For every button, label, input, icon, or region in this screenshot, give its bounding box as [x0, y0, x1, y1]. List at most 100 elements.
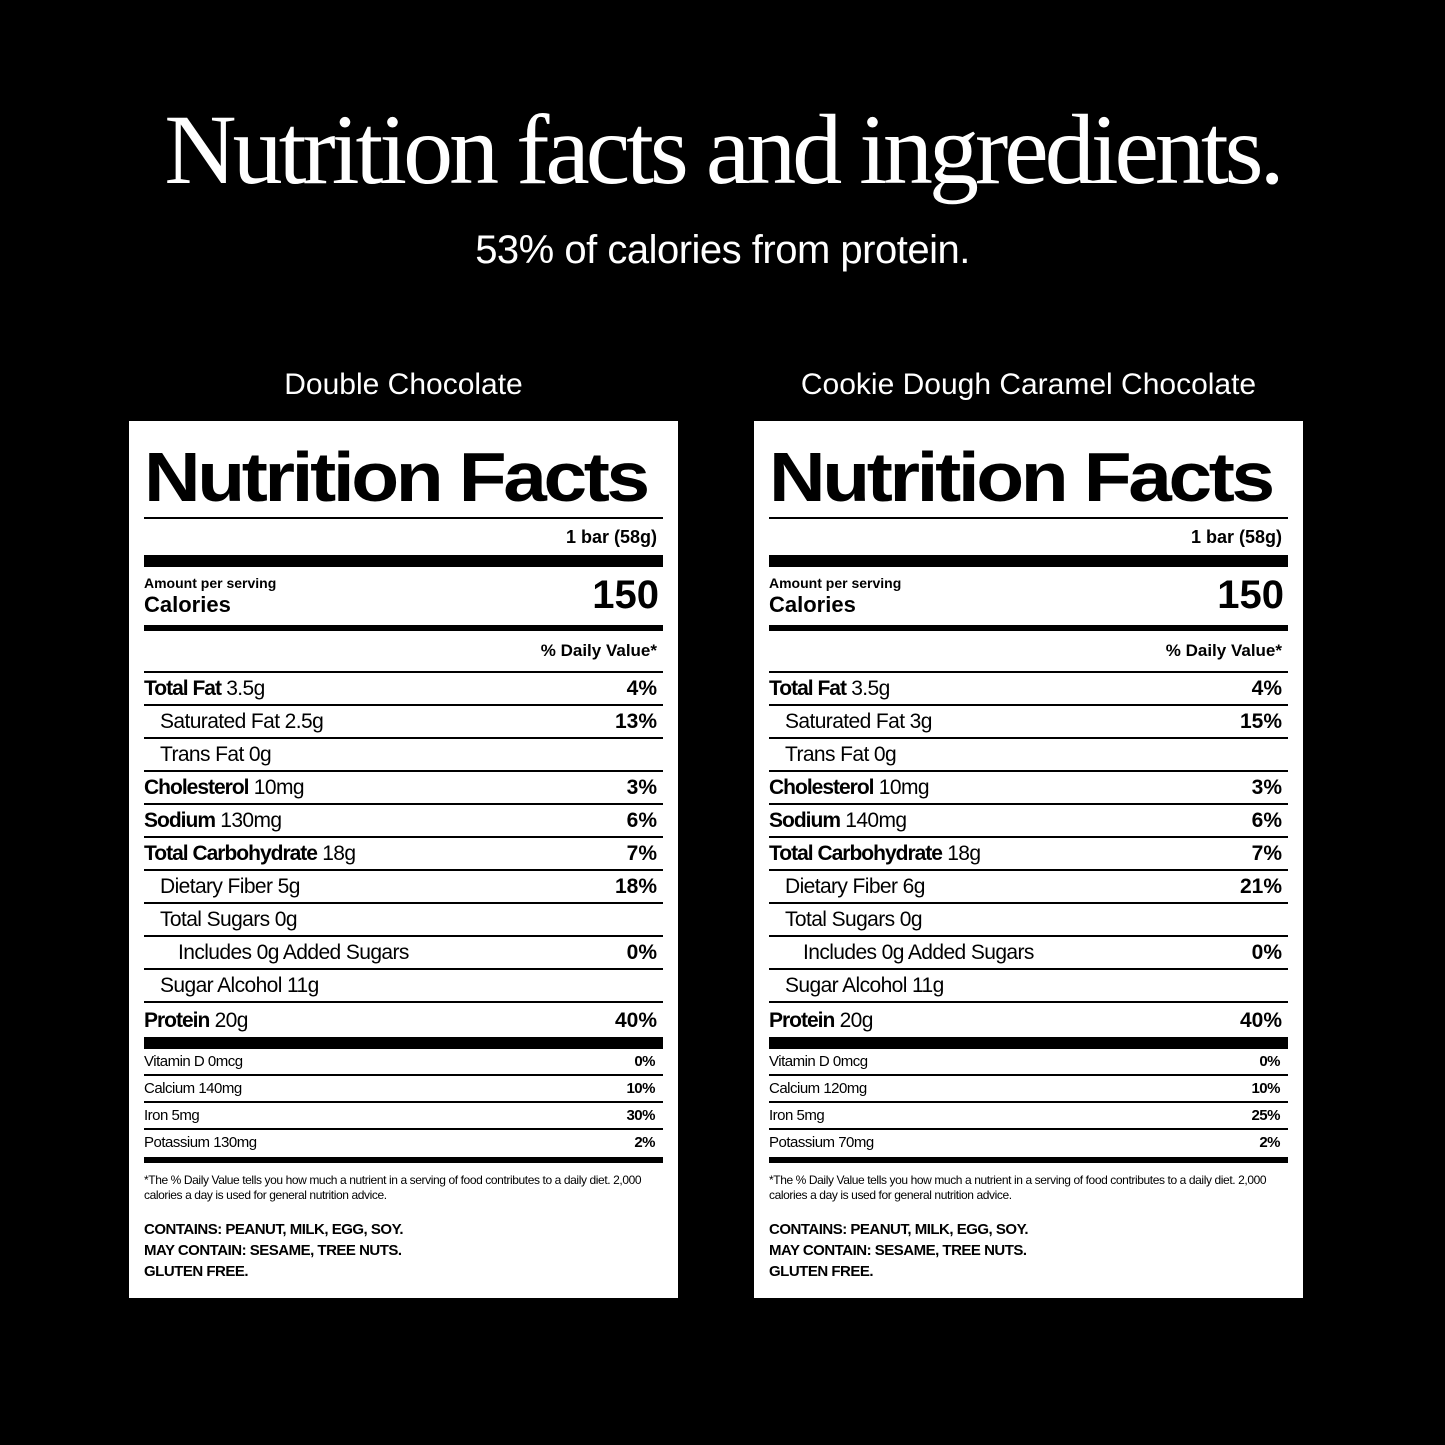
nutrient-row: Sodium 130mg 6% [144, 803, 663, 836]
nutrient-text: Dietary Fiber 6g [785, 875, 925, 898]
allergen-line: GLUTEN FREE. [144, 1263, 249, 1280]
serving-size: 1 bar (58g) [144, 517, 663, 555]
daily-value: 15% [1239, 710, 1282, 733]
footnote: *The % Daily Value tells you how much a … [144, 1157, 663, 1203]
vitamin-text: Vitamin D 0mcg [769, 1053, 868, 1070]
nutrient-name: Cholesterol [769, 776, 875, 799]
daily-value: 3% [1251, 776, 1282, 799]
daily-value: 2% [634, 1134, 655, 1151]
vitamins: Vitamin D 0mcg 0% Calcium 140mg 10% Iron 5mg… [144, 1049, 663, 1155]
daily-value: 3% [626, 776, 657, 799]
daily-value: 21% [1239, 875, 1282, 898]
serving-size: 1 bar (58g) [769, 517, 1288, 555]
vitamin-row: Potassium 130mg 2% [144, 1128, 663, 1155]
allergen-line: MAY CONTAIN: SESAME, TREE NUTS. [144, 1242, 402, 1259]
daily-value: 4% [626, 677, 657, 700]
page-title: Nutrition facts and ingredients. [164, 94, 1284, 205]
calories-block: Amount per serving Calories 150 [144, 567, 663, 625]
allergens: CONTAINS: PEANUT, MILK, EGG, SOY. MAY CON… [144, 1219, 663, 1282]
vitamin-text: Potassium 130mg [144, 1134, 257, 1151]
daily-value: 13% [614, 710, 657, 733]
nutrient-row: Sodium 140mg 6% [769, 803, 1288, 836]
dv-header: % Daily Value* [1165, 641, 1282, 660]
nutrient-text: Sugar Alcohol 11g [785, 974, 944, 997]
nutrient-amount: 20g [839, 1009, 874, 1032]
nutrient-name: Cholesterol [144, 776, 250, 799]
label-heading: Nutrition Facts [144, 438, 650, 516]
vitamin-row: Iron 5mg 25% [769, 1101, 1288, 1128]
nutrient-row: Total Fat 3.5g 4% [769, 671, 1288, 704]
nutrient-row: Sugar Alcohol 11g [144, 968, 663, 1001]
nutrient-amount: 3.5g [226, 677, 265, 700]
nutrient-row: Includes 0g Added Sugars 0% [144, 935, 663, 968]
vitamin-text: Iron 5mg [144, 1107, 200, 1124]
page-subtitle: 53% of calories from protein. [475, 228, 970, 272]
nutrient-amount: 10mg [878, 776, 930, 799]
daily-value: 7% [626, 842, 657, 865]
dv-header: % Daily Value* [540, 641, 657, 660]
daily-value: 2% [1259, 1134, 1280, 1151]
flavor-name: Double Chocolate [284, 368, 523, 401]
rule [144, 555, 663, 567]
nutrient-row: Cholesterol 10mg 3% [769, 770, 1288, 803]
allergens: CONTAINS: PEANUT, MILK, EGG, SOY. MAY CON… [769, 1219, 1288, 1282]
vitamin-text: Iron 5mg [769, 1107, 825, 1124]
nutrient-row: Total Carbohydrate 18g 7% [769, 836, 1288, 869]
daily-value: 6% [626, 809, 657, 832]
vitamin-row: Vitamin D 0mcg 0% [144, 1049, 663, 1074]
daily-value: 4% [1251, 677, 1282, 700]
daily-value: 6% [1251, 809, 1282, 832]
nutrient-row: Trans Fat 0g [144, 737, 663, 770]
amount-label: Amount per serving [769, 575, 902, 591]
calories-value: 150 [592, 573, 659, 617]
vitamin-row: Vitamin D 0mcg 0% [769, 1049, 1288, 1074]
nutrient-text: Total Sugars 0g [160, 908, 298, 931]
nutrient-text: Sugar Alcohol 11g [160, 974, 319, 997]
nutrient-row: Total Sugars 0g [769, 902, 1288, 935]
daily-value: 0% [634, 1053, 655, 1070]
daily-value: 7% [1251, 842, 1282, 865]
daily-value: 10% [1251, 1080, 1280, 1097]
allergen-line: GLUTEN FREE. [769, 1263, 874, 1280]
daily-value: 18% [614, 875, 657, 898]
daily-value: 30% [626, 1107, 655, 1124]
nutrient-amount: 10mg [253, 776, 305, 799]
nutrient-name: Total Fat [144, 677, 222, 700]
daily-value: 40% [614, 1009, 657, 1032]
label-body: Nutrition Facts 1 bar (58g) Amount per ser… [769, 437, 1288, 1282]
allergen-line: CONTAINS: PEANUT, MILK, EGG, SOY. [769, 1221, 1029, 1238]
daily-value: 25% [1251, 1107, 1280, 1124]
nutrient-row: Dietary Fiber 6g 21% [769, 869, 1288, 902]
calories-label: Calories [144, 592, 231, 617]
nutrient-name: Total Fat [769, 677, 847, 700]
calories-block: Amount per serving Calories 150 [769, 567, 1288, 625]
rule [144, 1037, 663, 1049]
daily-value: 0% [1251, 941, 1282, 964]
label-body: Nutrition Facts 1 bar (58g) Amount per ser… [144, 437, 663, 1282]
nutrient-row: Cholesterol 10mg 3% [144, 770, 663, 803]
nutrient-name: Protein [769, 1009, 835, 1032]
calories-label: Calories [769, 592, 856, 617]
nutrient-row: Saturated Fat 2.5g 13% [144, 704, 663, 737]
daily-value: 40% [1239, 1009, 1282, 1032]
nutrient-name: Total Carbohydrate [769, 842, 943, 865]
rule [144, 625, 663, 631]
nutrient-row: Includes 0g Added Sugars 0% [769, 935, 1288, 968]
rule [769, 625, 1288, 631]
nutrient-row: Total Sugars 0g [144, 902, 663, 935]
nutrient-text: Includes 0g Added Sugars [178, 941, 409, 964]
nutrient-text: Trans Fat 0g [785, 743, 897, 766]
footnote: *The % Daily Value tells you how much a … [769, 1157, 1288, 1203]
amount-label: Amount per serving [144, 575, 277, 591]
vitamin-text: Vitamin D 0mcg [144, 1053, 243, 1070]
allergen-line: MAY CONTAIN: SESAME, TREE NUTS. [769, 1242, 1027, 1259]
nutrient-amount: 3.5g [851, 677, 890, 700]
daily-value: 0% [626, 941, 657, 964]
calories-value: 150 [1217, 573, 1284, 617]
nutrient-row: Protein 20g 40% [769, 1001, 1288, 1037]
daily-value: 10% [626, 1080, 655, 1097]
vitamin-row: Potassium 70mg 2% [769, 1128, 1288, 1155]
nutrient-text: Trans Fat 0g [160, 743, 272, 766]
vitamins: Vitamin D 0mcg 0% Calcium 120mg 10% Iron 5mg… [769, 1049, 1288, 1155]
